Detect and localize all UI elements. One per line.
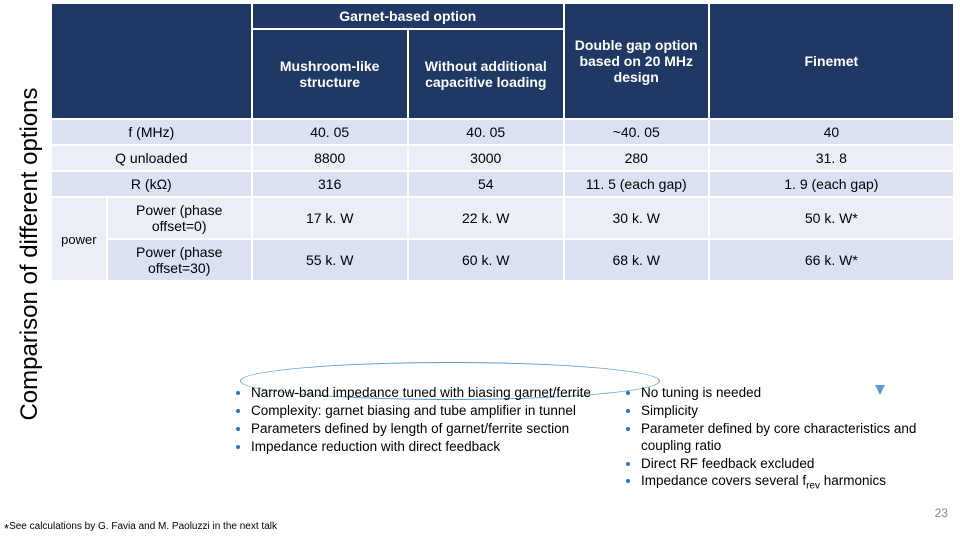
- cell-r-4: 1. 9 (each gap): [709, 171, 954, 197]
- cell-p30-4: 66 k. W*: [709, 239, 954, 281]
- bullet-right-3: Direct RF feedback excluded: [641, 456, 955, 473]
- header-garnet: Garnet-based option: [252, 3, 564, 29]
- bullet-right-1: Simplicity: [641, 403, 955, 420]
- row-r-label: R (kΩ): [51, 171, 252, 197]
- bullet-left-3: Impedance reduction with direct feedback: [251, 439, 615, 456]
- bullet-left-2: Parameters defined by length of garnet/f…: [251, 421, 615, 438]
- bullets-right: No tuning is needed Simplicity Parameter…: [625, 385, 955, 495]
- bullet-left-1: Complexity: garnet biasing and tube ampl…: [251, 403, 615, 420]
- cell-r-3: 11. 5 (each gap): [564, 171, 709, 197]
- cell-f-2: 40. 05: [408, 119, 564, 145]
- cell-p0-1: 17 k. W: [252, 197, 408, 239]
- header-finemet: Finemet: [709, 3, 954, 119]
- cell-q-3: 280: [564, 145, 709, 171]
- bullets-container: Narrow-band impedance tuned with biasing…: [235, 385, 955, 495]
- cell-f-4: 40: [709, 119, 954, 145]
- bullet-right-4: Impedance covers several frev harmonics: [641, 473, 955, 493]
- cell-p0-2: 22 k. W: [408, 197, 564, 239]
- page-number: 23: [935, 506, 948, 520]
- bullet-left-0: Narrow-band impedance tuned with biasing…: [251, 385, 615, 402]
- cell-p30-1: 55 k. W: [252, 239, 408, 281]
- cell-q-2: 3000: [408, 145, 564, 171]
- header-without: Without additional capacitive loading: [408, 29, 564, 119]
- bullets-left: Narrow-band impedance tuned with biasing…: [235, 385, 615, 495]
- row-p0-label: Power (phase offset=0): [107, 197, 252, 239]
- cell-p0-3: 30 k. W: [564, 197, 709, 239]
- row-power-group: power: [51, 197, 107, 281]
- bullet-right-2: Parameter defined by core characteristic…: [641, 421, 955, 455]
- sidebar-title: Comparison of different options: [16, 14, 44, 494]
- cell-p30-2: 60 k. W: [408, 239, 564, 281]
- row-p30-label: Power (phase offset=30): [107, 239, 252, 281]
- cell-f-1: 40. 05: [252, 119, 408, 145]
- row-f-label: f (MHz): [51, 119, 252, 145]
- main-content: Garnet-based option Double gap option ba…: [50, 2, 955, 282]
- cell-q-4: 31. 8: [709, 145, 954, 171]
- header-mushroom: Mushroom-like structure: [252, 29, 408, 119]
- comparison-table: Garnet-based option Double gap option ba…: [50, 2, 955, 282]
- cell-r-2: 54: [408, 171, 564, 197]
- header-doublegap: Double gap option based on 20 MHz design: [564, 3, 709, 119]
- row-q-label: Q unloaded: [51, 145, 252, 171]
- cell-q-1: 8800: [252, 145, 408, 171]
- bullet-right-0: No tuning is needed: [641, 385, 955, 402]
- cell-r-1: 316: [252, 171, 408, 197]
- cell-p30-3: 68 k. W: [564, 239, 709, 281]
- cell-f-3: ~40. 05: [564, 119, 709, 145]
- footnote: *See calculations by G. Favia and M. Pao…: [4, 521, 277, 536]
- cell-p0-4: 50 k. W*: [709, 197, 954, 239]
